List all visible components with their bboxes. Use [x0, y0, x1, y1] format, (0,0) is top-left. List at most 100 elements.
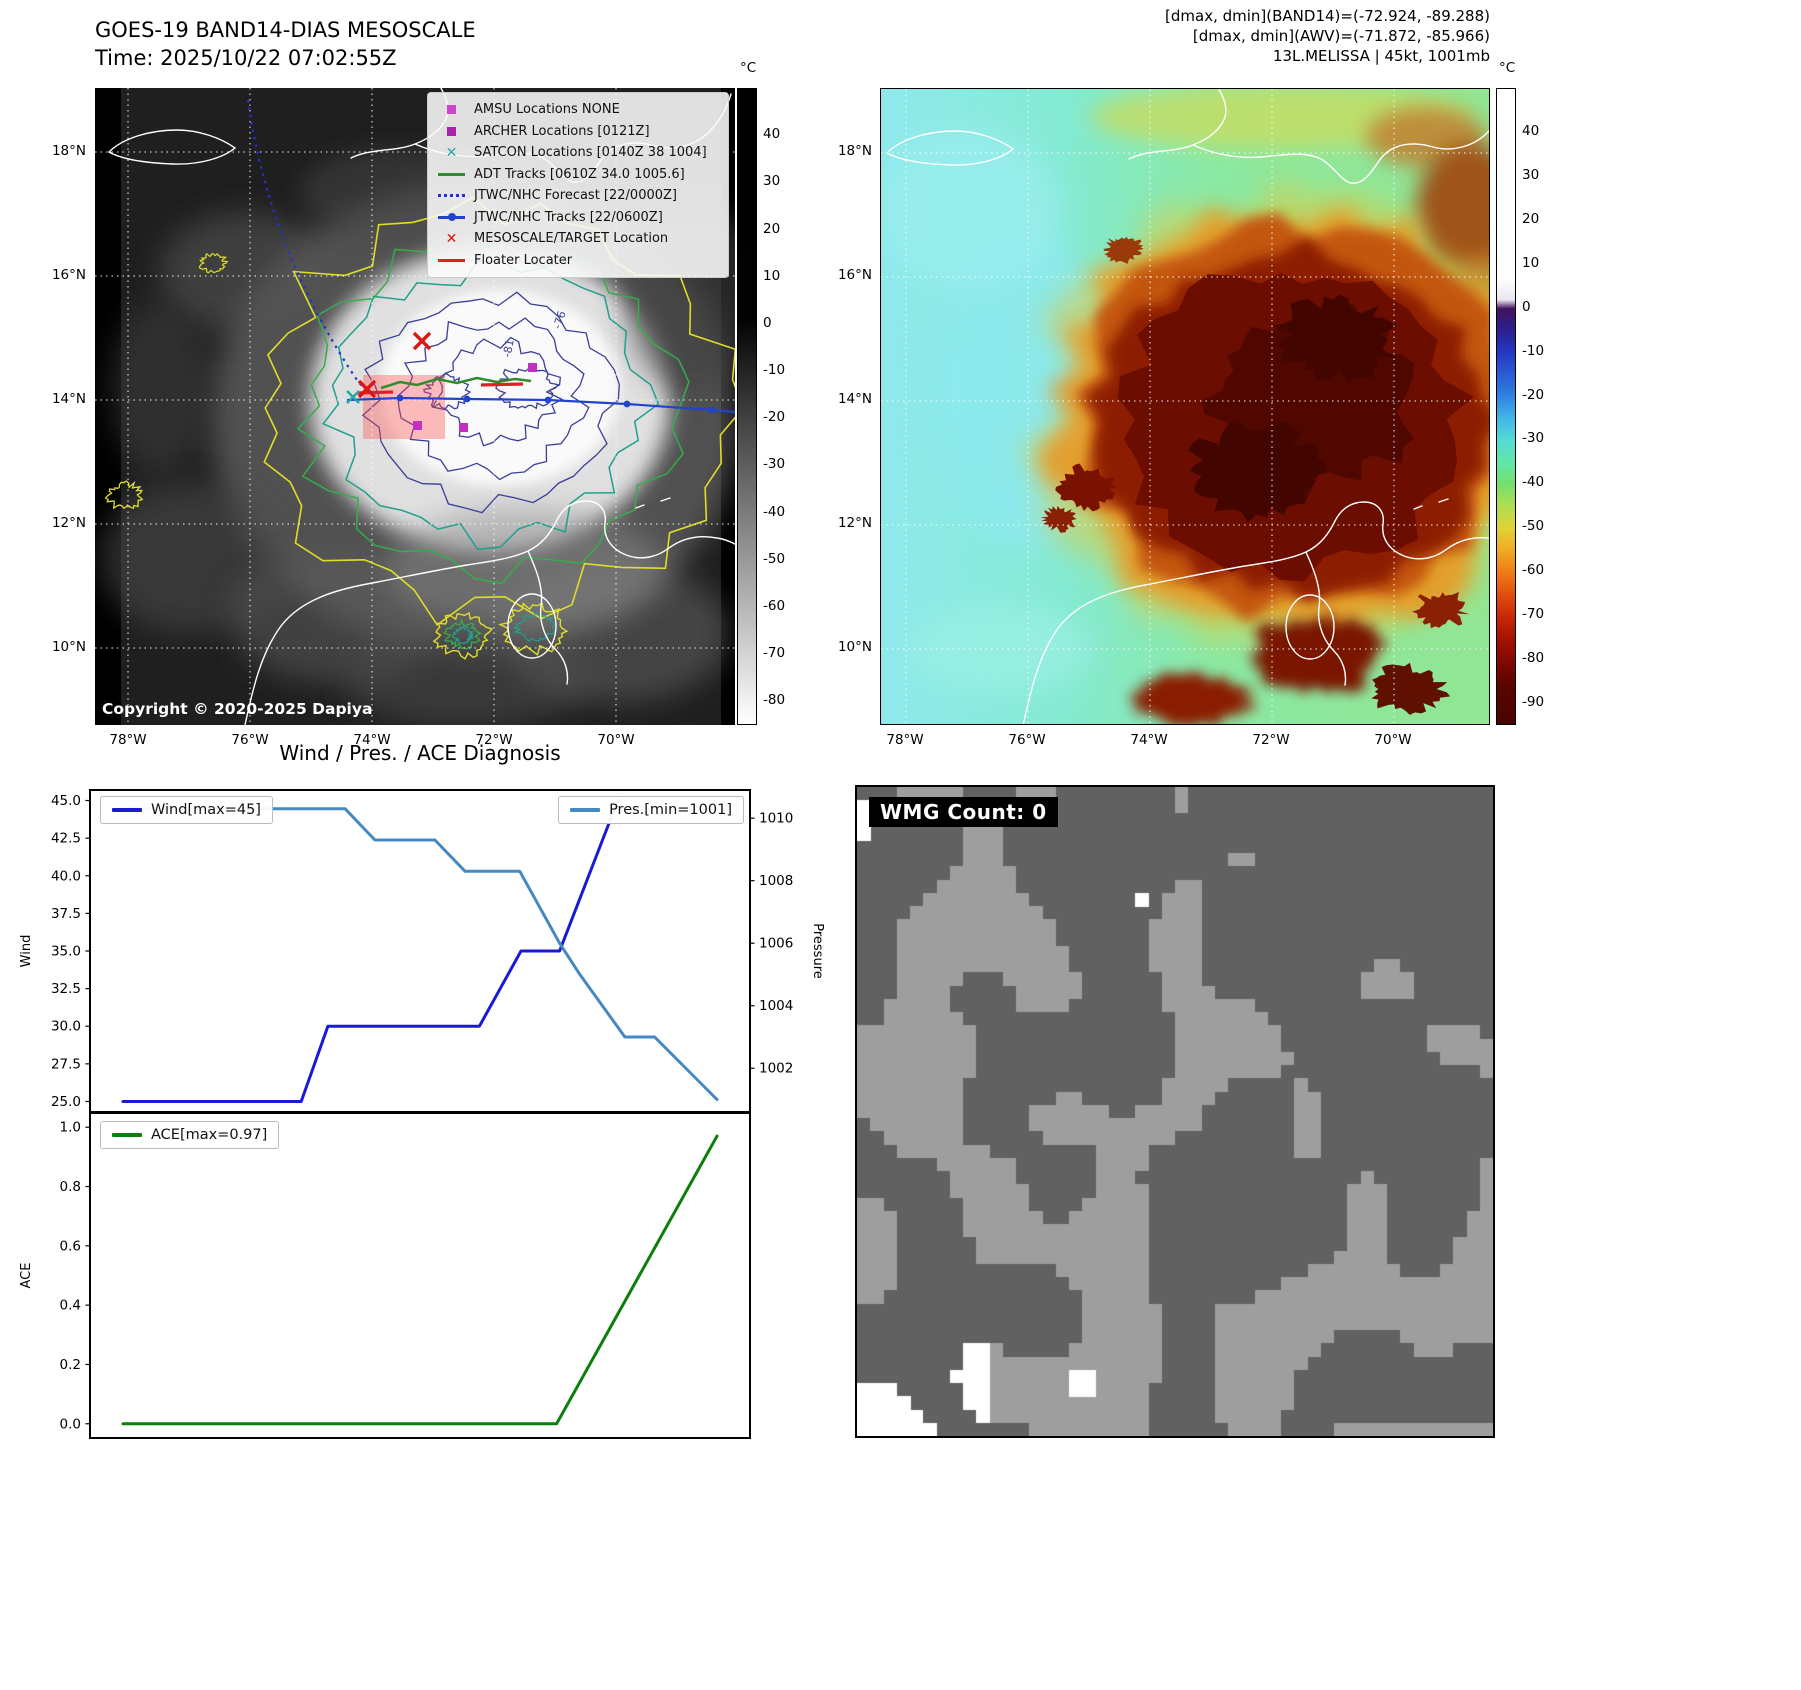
colorbar-tick-label: 40 — [763, 126, 781, 143]
y-tick-label: 0.0 — [60, 1416, 81, 1432]
legend-line-icon — [438, 258, 465, 262]
storm-blob — [1246, 611, 1389, 695]
legend-square-icon — [438, 126, 465, 136]
lon-tick-label: 78°W — [886, 732, 924, 748]
track-point — [396, 394, 404, 402]
map-legend: AMSU Locations NONE ARCHER Locations [012… — [427, 92, 729, 278]
colorbar-tick-label: -50 — [1522, 518, 1545, 535]
y-tick-label: 40.0 — [51, 868, 81, 884]
legend-item: JTWC/NHC Forecast [22/0000Z] — [438, 186, 718, 205]
texture-blob — [881, 129, 1061, 289]
page-title: GOES-19 BAND14-DIAS MESOSCALE — [95, 18, 476, 42]
legend-marker-glyph — [438, 172, 465, 176]
legend-label: JTWC/NHC Forecast [22/0000Z] — [474, 188, 677, 203]
y-tick-label: 27.5 — [51, 1056, 81, 1072]
legend-label: ADT Tracks [0610Z 34.0 1005.6] — [474, 166, 685, 182]
texture-blob — [1416, 144, 1489, 274]
y-tick-label: 1.0 — [60, 1120, 81, 1136]
colorbar-tick-label: 30 — [763, 173, 781, 190]
lon-tick-label: 72°W — [475, 732, 513, 748]
lat-tick-label: 12°N — [837, 515, 872, 531]
storm-info-block: [dmax, dmin](BAND14)=(-72.924, -89.288) … — [1165, 6, 1490, 66]
adt-track-line — [380, 376, 532, 390]
legend-marker-glyph — [438, 213, 465, 221]
legend-marker-glyph: ✕ — [445, 144, 458, 161]
jtwc-track-points — [396, 394, 716, 414]
y-tick-label: 25.0 — [51, 1094, 81, 1110]
colorbar-tick-label: -40 — [763, 503, 786, 520]
dmax-dmin-band14: [dmax, dmin](BAND14)=(-72.924, -89.288) — [1165, 7, 1490, 25]
contour-line — [361, 291, 620, 514]
legend-label: SATCON Locations [0140Z 38 1004] — [474, 145, 707, 160]
cloud-blob — [100, 483, 280, 633]
storm-blob — [1412, 592, 1470, 629]
wind-legend-label: Wind[max=45] — [151, 802, 261, 818]
y-tick-label: 35.0 — [51, 944, 81, 960]
chart-frame — [89, 789, 751, 1113]
storm-id-intensity: 13L.MELISSA | 45kt, 1001mb — [1272, 47, 1490, 65]
lon-tick-label: 78°W — [109, 732, 147, 748]
target-highlight-box — [363, 375, 445, 439]
wmg-count-badge: WMG Count: 0 — [869, 797, 1058, 827]
legend-item: ARCHER Locations [0121Z] — [438, 122, 718, 141]
legend-line-icon — [438, 172, 465, 176]
pressure-legend: Pres.[min=1001] — [558, 796, 744, 824]
legend-x-icon: ✕ — [438, 144, 465, 161]
y-tick-label: 1006 — [759, 936, 793, 952]
cloud-blob — [345, 638, 585, 725]
colorbar-tick-label: -90 — [1522, 694, 1545, 711]
wind-legend-line — [112, 808, 142, 812]
mesoscale-target-x-icon — [412, 331, 432, 351]
lat-tick-label: 12°N — [51, 515, 86, 531]
archer-marker — [459, 423, 468, 432]
lon-tick-label: 76°W — [231, 732, 269, 748]
colorbar-tick-label: 10 — [763, 267, 781, 284]
lat-tick-label: 14°N — [51, 391, 86, 407]
legend-marker-glyph — [447, 126, 456, 136]
series-line-0 — [121, 1134, 719, 1426]
legend-marker-glyph — [447, 105, 456, 114]
storm-blob — [1371, 662, 1451, 715]
legend-label: JTWC/NHC Tracks [22/0600Z] — [474, 209, 663, 225]
legend-marker-dot — [448, 213, 456, 221]
archer-marker — [413, 421, 422, 430]
legend-marker-glyph — [438, 194, 465, 197]
awv-colorbar — [1496, 88, 1516, 725]
storm-blob — [1055, 463, 1116, 512]
colorbar-tick-label: -10 — [763, 362, 786, 379]
wind-pressure-chart: 25.0 27.5 30.0 32.5 35.0 37.5 40.0 42.5 45.0 Wind… — [19, 789, 825, 1113]
colorbar-tick-label: 30 — [1522, 166, 1540, 183]
mesoscale-target-x-icon — [357, 379, 377, 399]
colorbar-tick-label: 20 — [1522, 210, 1540, 227]
wmg-panel: WMG Count: 0 — [855, 785, 1495, 1438]
colorbar-tick-label: -30 — [763, 456, 786, 473]
jtwc-forecast-line — [246, 99, 374, 396]
cloud-blob — [385, 508, 665, 628]
y-tick-label: 0.6 — [60, 1238, 81, 1254]
colorbar-tick-label: -20 — [763, 409, 786, 426]
contour-line — [423, 372, 472, 410]
y-tick-label: 45.0 — [51, 793, 81, 809]
lon-tick-label: 70°W — [597, 732, 635, 748]
track-point — [463, 395, 471, 403]
legend-marker-glyph — [438, 258, 465, 262]
page-time: Time: 2025/10/22 07:02:55Z — [95, 46, 397, 70]
track-point — [708, 406, 716, 414]
band14-map-panel: -76 -81 AMSU Locations NONE ARCHER Locatio… — [95, 88, 735, 725]
y-tick-label: 1008 — [759, 873, 793, 889]
series-line-0 — [121, 799, 620, 1103]
y-tick-label: 1010 — [759, 811, 793, 827]
colorbar-tick-label: -30 — [1522, 430, 1545, 447]
tracks-layer — [246, 99, 735, 432]
satcon-x-icon — [346, 390, 360, 404]
lon-tick-label: 70°W — [1374, 732, 1412, 748]
contour-label: -81 — [500, 338, 516, 358]
contour-labels-layer: -76 -81 — [500, 309, 568, 358]
storm-blob — [1188, 420, 1327, 523]
ace-legend-line — [112, 1133, 142, 1137]
y-tick-label: 37.5 — [51, 906, 81, 922]
y-tick-label: 42.5 — [51, 831, 81, 847]
colorbar-tick-label: -60 — [1522, 562, 1545, 579]
colorbar-tick-label: -10 — [1522, 342, 1545, 359]
awv-map-panel — [880, 88, 1490, 725]
